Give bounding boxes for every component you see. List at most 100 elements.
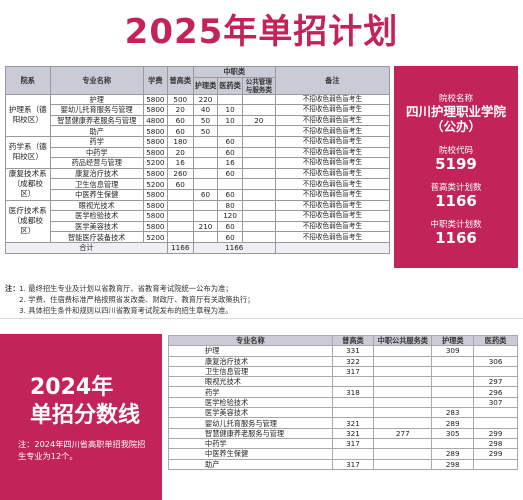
score-row: 护理 331 309: [168, 345, 518, 357]
public-service-cell: [241, 167, 276, 180]
major-cell: 智能医疗装备技术: [49, 231, 144, 243]
plan-row: 药品经营与管理 5200 16 16 不招收色弱色盲考生: [6, 157, 391, 169]
fee-cell: 5800: [142, 210, 168, 222]
zhongzhi-plan-label: 中职类计划数: [430, 220, 482, 230]
score-row: 助产 317 298: [168, 458, 518, 470]
major-cell: 药品经营与管理: [49, 157, 144, 169]
score-value-cell: [373, 417, 433, 429]
major-cell: 中药学: [49, 146, 144, 159]
score-value-cell: [473, 345, 518, 357]
general-cell: 20: [166, 146, 194, 159]
fee-cell: 5200: [142, 157, 168, 169]
header-medicine: 医药类: [217, 76, 243, 95]
general-cell: 260: [166, 167, 194, 180]
fee-cell: 5800: [142, 135, 168, 148]
score-header-cell: 普高类: [331, 334, 375, 347]
medicine-cell: 60: [217, 231, 243, 243]
score-table-header: 专业名称 普高类 中职公共服务类 护理类 医药类: [168, 334, 518, 347]
nursing-cell: [192, 210, 219, 222]
school-code-label: 院校代码: [438, 146, 473, 156]
total-label: 合计: [5, 241, 168, 254]
total-zhongzhi: 1166: [192, 241, 276, 254]
remark-cell: 不招收色弱色盲考生: [274, 135, 391, 148]
score-title: 单招分数线: [30, 403, 141, 428]
score-panel-heading: 2024年 单招分数线: [30, 374, 140, 430]
score-header-cell: 专业名称: [168, 334, 333, 347]
fee-cell: 5800: [142, 188, 168, 201]
score-value-cell: 309: [431, 345, 475, 357]
score-major-cell: 眼视光技术: [168, 376, 333, 388]
general-cell: [166, 210, 194, 222]
nursing-cell: [192, 167, 219, 180]
public-service-cell: [241, 178, 276, 190]
score-value-cell: 289: [431, 417, 475, 429]
major-cell: 卫生信息管理: [49, 178, 144, 190]
remark-cell: 不招收色弱色盲考生: [274, 178, 391, 190]
score-value-cell: [373, 407, 433, 419]
score-value-cell: 317: [331, 458, 375, 470]
fee-cell: 5800: [142, 146, 168, 159]
fee-cell: 5800: [142, 199, 168, 212]
plan-row: 康复技术系（成都校区） 康复治疗技术 5800 260 60 不招收色弱色盲考生: [5, 167, 391, 201]
score-value-cell: 296: [473, 386, 518, 398]
score-value-cell: [431, 355, 475, 367]
major-cell: 助产: [49, 125, 144, 137]
general-cell: 16: [166, 157, 194, 169]
score-row: 康复治疗技术 322 306: [168, 355, 518, 367]
score-value-cell: 317: [331, 437, 375, 450]
plan-row: 中药学 5800 20 60 不招收色弱色盲考生: [6, 146, 391, 159]
school-name-label: 院校名称: [438, 94, 473, 104]
score-row: 中医养生保健 289 299: [168, 448, 518, 460]
general-cell: 60: [166, 114, 194, 127]
public-service-cell: 20: [241, 114, 276, 127]
score-value-cell: [431, 437, 475, 450]
score-value-cell: 289: [431, 448, 475, 460]
plan-row: 医学美容技术 5800 210 60 不招收色弱色盲考生: [6, 220, 391, 233]
fee-cell: 5800: [142, 104, 168, 116]
score-value-cell: 321: [331, 417, 375, 429]
score-value-cell: [331, 407, 375, 419]
remark-cell: 不招收色弱色盲考生: [274, 157, 391, 169]
nursing-cell: [192, 157, 219, 169]
plan-row: 婴幼儿托育服务与管理 5800 20 40 10 不招收色弱色盲考生: [6, 104, 391, 116]
campus-cell: 医疗技术系（成都校区）: [5, 199, 51, 243]
general-plan-count: 1166: [435, 192, 477, 210]
header-public-service: 公共管理与服务类: [241, 76, 276, 95]
score-major-cell: 康复治疗技术: [168, 355, 333, 367]
general-cell: 500: [166, 93, 194, 106]
general-cell: [166, 231, 194, 243]
score-value-cell: [331, 448, 375, 460]
nursing-cell: 50: [192, 125, 219, 137]
plan-table-body: 护理系（德阳校区） 护理 5800 500 220 不招收色弱色盲考生 婴幼儿托育服务与管理…: [5, 93, 391, 254]
medicine-cell: 10: [217, 114, 243, 127]
remark-cell: 不招收色弱色盲考生: [274, 93, 391, 106]
score-value-cell: 307: [473, 396, 518, 409]
public-service-cell: [241, 210, 276, 222]
score-header-cell: 医药类: [473, 334, 518, 347]
score-major-cell: 助产: [168, 458, 333, 470]
total-general: 1166: [166, 241, 194, 254]
major-cell: 医学美容技术: [49, 220, 144, 233]
major-cell: 婴幼儿托育服务与管理: [49, 104, 144, 116]
score-header-cell: 中职公共服务类: [373, 334, 433, 347]
score-value-cell: 321: [331, 427, 375, 439]
fee-cell: 5800: [142, 125, 168, 137]
score-major-cell: 智慧健康养老服务与管理: [168, 427, 333, 439]
score-value-cell: [431, 376, 475, 388]
major-cell: 智慧健康养老服务与管理: [49, 114, 144, 127]
score-value-cell: 283: [431, 407, 475, 419]
nursing-cell: [192, 199, 219, 212]
plan-table: 院系 专业名称 学费 普高类 中职类 备注 护理类 医药类 公共管理与服务类 护…: [5, 66, 391, 254]
score-value-cell: [373, 437, 433, 450]
major-cell: 护理: [49, 93, 144, 106]
score-value-cell: 299: [473, 448, 518, 460]
score-row: 药学 318 296: [168, 386, 518, 398]
header-general: 普高类: [166, 66, 194, 95]
fee-cell: 5200: [142, 231, 168, 243]
plan-notes: 注： 1. 最终招生专业及计划以省教育厅、省教育考试院统一公布为准； 2. 学费…: [5, 283, 515, 316]
medicine-cell: 60: [217, 146, 243, 159]
score-value-cell: 318: [331, 386, 375, 398]
major-cell: 康复治疗技术: [49, 167, 144, 180]
general-cell: [166, 220, 194, 233]
plan-row: 智能医疗装备技术 5200 60 不招收色弱色盲考生: [6, 231, 391, 243]
